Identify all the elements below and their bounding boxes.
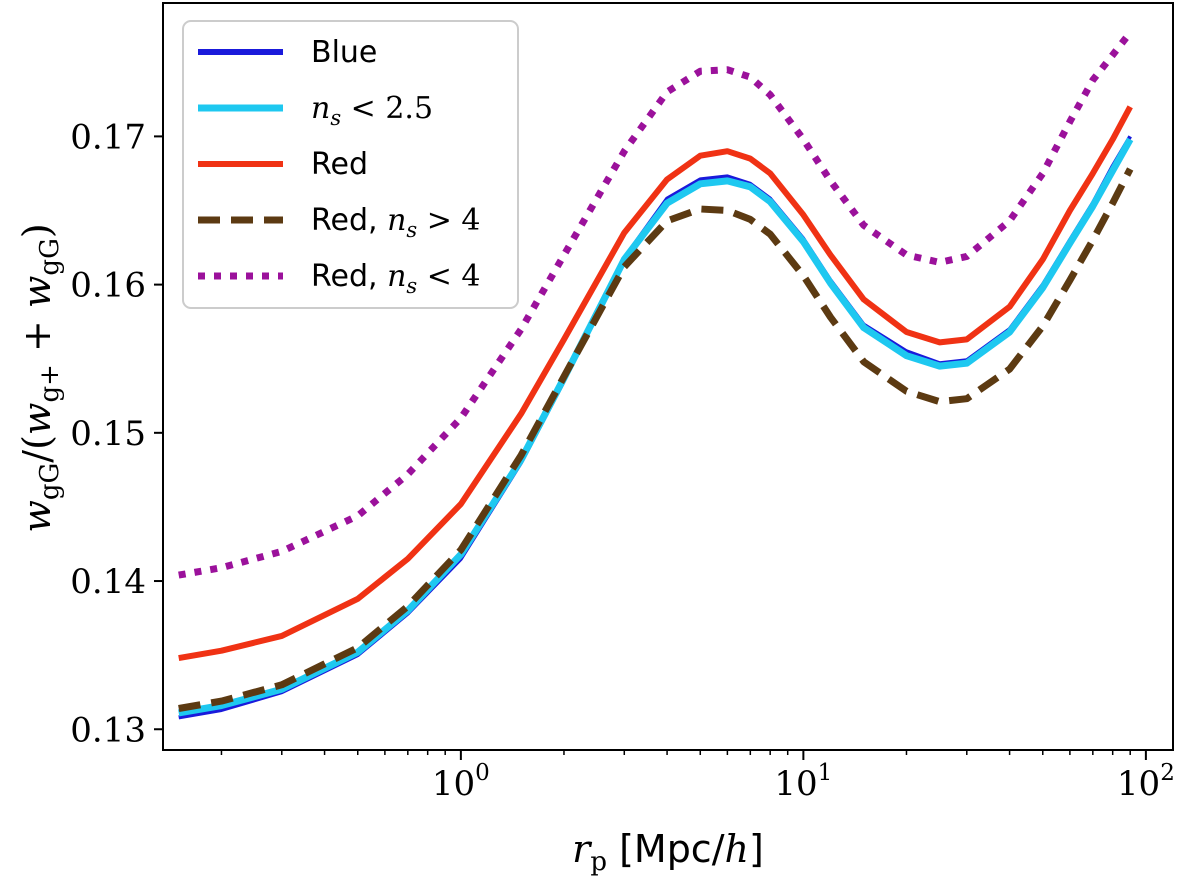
y-tick-label: 0.16: [70, 266, 146, 306]
x-tick-label: 102: [1117, 760, 1175, 804]
y-tick-label: 0.13: [70, 710, 146, 750]
series-layer: [178, 30, 1134, 720]
y-tick-label: 0.14: [70, 562, 146, 602]
plot-frame: [162, 2, 1174, 751]
legend-label: Red, ns > 4: [311, 203, 480, 242]
series-line-red-ns-gt-4: [178, 167, 1134, 712]
legend-entry-red: Red: [198, 147, 368, 182]
legend: Blue ns < 2.5 Red Red, ns > 4 Red, ns < 4: [182, 20, 519, 309]
series-line-red-ns-lt-4: [178, 30, 1133, 579]
legend-label: Blue: [311, 35, 377, 70]
legend-entry-red-ns-lt-4: Red, ns < 4: [198, 259, 480, 298]
x-tick-labels: 100 101 102: [432, 760, 1175, 804]
legend-label: Red: [311, 147, 368, 182]
legend-box: [182, 20, 519, 309]
legend-entry-blue: Blue: [198, 35, 377, 70]
y-tick-labels: 0.13 0.14 0.15 0.16 0.17: [70, 117, 146, 750]
x-tick-label: 101: [774, 760, 832, 804]
legend-entries: Blue ns < 2.5 Red Red, ns > 4 Red, ns < 4: [198, 35, 480, 298]
x-axis-label: rp [Mpc/h]: [572, 827, 764, 877]
legend-entry-ns-lt-2.5: ns < 2.5: [198, 91, 433, 130]
series-line-red: [178, 105, 1133, 662]
legend-entry-red-ns-gt-4: Red, ns > 4: [198, 203, 480, 242]
legend-label: Red, ns < 4: [311, 259, 480, 298]
x-tick-label: 100: [432, 760, 490, 804]
y-tick-label: 0.17: [70, 117, 146, 157]
ticks-layer: [154, 135, 1147, 760]
y-axis-label: wgG/(wg+ + wgG): [15, 223, 65, 532]
svg-text:wgG/(wg+ + wgG): wgG/(wg+ + wgG): [15, 223, 65, 532]
y-tick-label: 0.15: [70, 414, 146, 454]
legend-label: ns < 2.5: [311, 91, 433, 130]
svg-text:rp [Mpc/h]: rp [Mpc/h]: [572, 827, 764, 877]
